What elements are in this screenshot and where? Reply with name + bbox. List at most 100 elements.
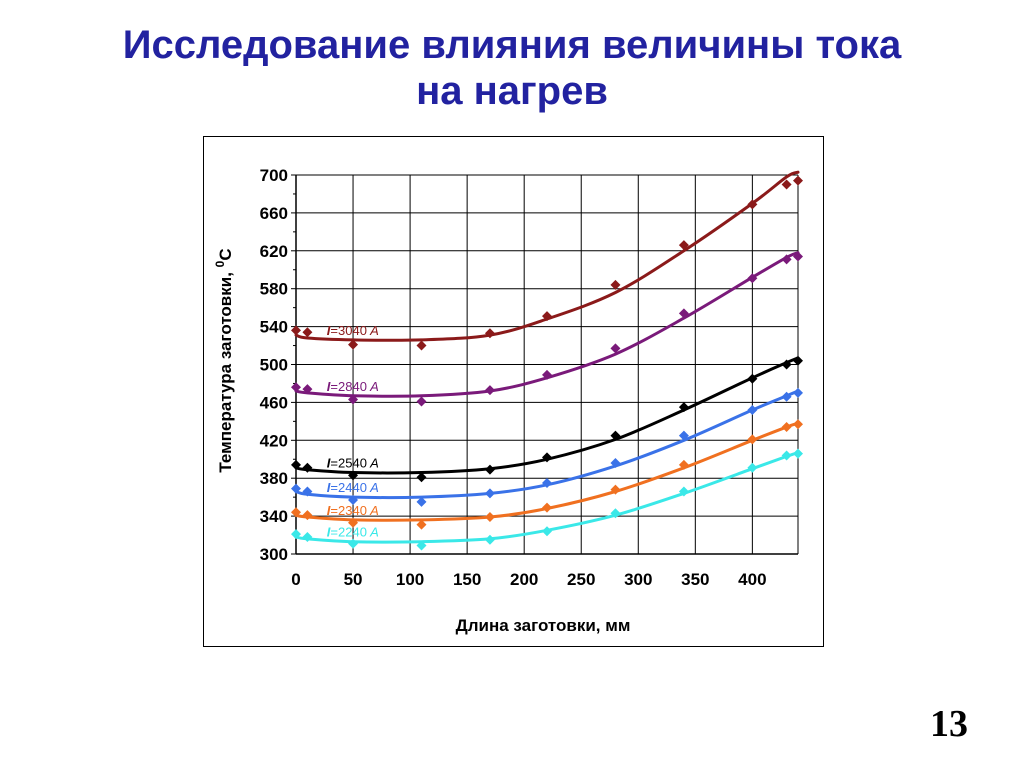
x-tick-label: 300 [624, 570, 652, 589]
data-point-marker [348, 339, 359, 350]
y-tick-label: 620 [260, 242, 288, 261]
data-point-marker [781, 391, 792, 402]
series-0 [291, 170, 803, 351]
series-label-value: =2240 [330, 525, 367, 540]
x-tick-label: 0 [291, 570, 300, 589]
data-point-marker [348, 517, 359, 528]
series-label: I=2540 A [327, 456, 379, 471]
data-point-marker [793, 448, 803, 459]
data-point-marker [781, 422, 792, 433]
series-label: I=3040 A [327, 323, 379, 338]
series-label-prefix: I [327, 503, 331, 518]
series-label: I=2340 A [327, 503, 379, 518]
series-label-unit: A [367, 456, 379, 471]
data-point-marker [416, 519, 427, 530]
series-label-value: =2540 [330, 456, 367, 471]
y-tick-label: 420 [260, 431, 288, 450]
slide-title-line2: на нагрев [416, 69, 608, 113]
data-point-marker [781, 450, 792, 461]
data-point-marker [484, 512, 495, 523]
x-tick-label: 150 [453, 570, 481, 589]
data-point-marker [781, 359, 792, 370]
data-point-marker [542, 526, 552, 537]
data-point-marker [484, 464, 495, 475]
series-label-unit: A [367, 379, 379, 394]
data-point-marker [793, 355, 803, 366]
slide-title-line1: Исследование влияния величины тока [122, 23, 902, 67]
data-point-marker [291, 459, 301, 470]
series-label-prefix: I [327, 480, 331, 495]
data-point-marker [781, 179, 792, 190]
data-point-marker [291, 382, 301, 393]
data-point-marker [291, 529, 301, 540]
data-point-marker [348, 394, 359, 405]
series-label-unit: A [367, 480, 379, 495]
y-axis-title-unit: С [216, 248, 235, 260]
data-point-marker [610, 508, 621, 519]
series [291, 170, 803, 551]
x-tick-label: 250 [567, 570, 595, 589]
y-axis-title-text: Температура заготовки, [216, 267, 235, 472]
data-point-marker [484, 385, 495, 396]
axes: 300 340 380 420 460 500 540 580 620 660 700 0 50 100 1… [213, 166, 798, 635]
series-label: I=2840 A [327, 379, 379, 394]
data-point-marker [484, 328, 495, 339]
series-label-value: =2440 [330, 480, 367, 495]
data-point-marker [348, 494, 359, 505]
x-tick-label: 50 [344, 570, 363, 589]
data-point-marker [348, 538, 359, 549]
series-label-value: =3040 [330, 323, 367, 338]
series-label-prefix: I [327, 323, 331, 338]
data-point-marker [302, 327, 313, 338]
data-point-marker [678, 240, 689, 251]
line-chart: 300 340 380 420 460 500 540 580 620 660 700 0 50 100 1… [213, 166, 803, 635]
series-5 [291, 448, 803, 551]
data-point-marker [542, 369, 552, 380]
data-point-marker [542, 311, 552, 322]
data-point-marker [291, 507, 301, 518]
data-point-marker [291, 325, 301, 336]
slide-title: Исследование влияния величины тока на на… [0, 22, 1024, 114]
data-point-marker [302, 531, 313, 542]
data-point-marker [610, 484, 621, 495]
y-tick-label: 660 [260, 204, 288, 223]
data-point-marker [678, 486, 689, 497]
data-point-marker [416, 340, 427, 351]
x-tick-label: 400 [738, 570, 766, 589]
y-tick-label: 540 [260, 318, 288, 337]
series-label-prefix: I [327, 525, 331, 540]
x-axis-title: Длина заготовки, мм [456, 616, 631, 635]
y-tick-label: 300 [260, 545, 288, 564]
series-label-unit: A [367, 323, 379, 338]
data-point-marker [678, 402, 689, 413]
data-point-marker [747, 404, 758, 415]
x-tick-label: 350 [681, 570, 709, 589]
y-tick-label: 580 [260, 280, 288, 299]
data-point-marker [678, 430, 689, 441]
data-point-marker [678, 308, 689, 319]
series-label-prefix: I [327, 379, 331, 394]
data-point-marker [348, 470, 359, 481]
y-tick-label: 460 [260, 393, 288, 412]
y-tick-label: 340 [260, 507, 288, 526]
data-point-marker [542, 452, 552, 463]
data-point-marker [793, 251, 803, 262]
data-point-marker [678, 459, 689, 470]
data-point-marker [747, 434, 758, 445]
series-3 [291, 387, 803, 507]
data-point-marker [793, 387, 803, 398]
data-point-marker [542, 477, 552, 488]
data-point-marker [291, 483, 301, 494]
series-label-prefix: I [327, 456, 331, 471]
x-tick-label: 100 [396, 570, 424, 589]
y-axis-title-superscript: 0 [213, 260, 227, 267]
data-point-marker [747, 199, 758, 210]
data-point-marker [747, 373, 758, 384]
series-label-unit: A [367, 525, 379, 540]
data-point-marker [793, 175, 803, 186]
y-axis-title: Температура заготовки, 0С [213, 248, 235, 472]
series-label-value: =2340 [330, 503, 367, 518]
series-2 [291, 355, 803, 483]
series-label-unit: A [367, 503, 379, 518]
data-point-marker [542, 502, 552, 513]
